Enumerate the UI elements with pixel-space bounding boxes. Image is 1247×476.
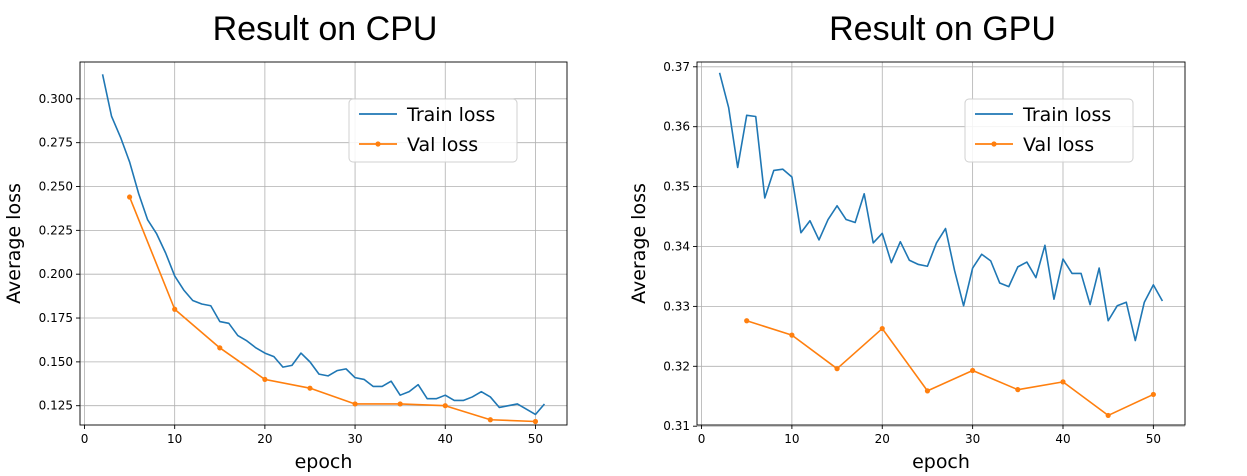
- gpu-data-point-val-loss: [970, 367, 976, 374]
- cpu-x-tick-label: 10: [167, 432, 182, 446]
- gpu-y-tick-label: 0.32: [663, 359, 690, 373]
- gpu-y-tick-label: 0.34: [663, 239, 690, 253]
- gpu-data-point-val-loss: [789, 332, 795, 338]
- cpu-data-point-val-loss: [307, 385, 313, 391]
- gpu-y-axis-label: Average loss: [628, 183, 650, 304]
- gpu-x-axis-label: epoch: [912, 451, 970, 473]
- cpu-y-tick-label: 0.275: [39, 136, 73, 150]
- cpu-data-point-val-loss: [217, 345, 223, 351]
- gpu-x-tick-label: 40: [1055, 432, 1070, 446]
- cpu-data-point-val-loss: [442, 403, 448, 409]
- gpu-data-point-val-loss: [1060, 379, 1066, 385]
- cpu-x-tick-label: 40: [438, 432, 453, 446]
- cpu-data-point-val-loss: [127, 194, 133, 200]
- chart-title-cpu: Result on CPU: [212, 10, 438, 48]
- gpu-legend-label-val-loss: Val loss: [1023, 134, 1094, 156]
- chart-title-gpu: Result on GPU: [829, 10, 1056, 48]
- cpu-y-tick-label: 0.125: [39, 399, 73, 413]
- cpu-x-tick-label: 0: [81, 432, 89, 446]
- cpu-series-line-train-loss: [101, 74, 546, 416]
- cpu-x-tick-label: 50: [528, 432, 543, 446]
- gpu-y-tick-label: 0.33: [663, 299, 690, 313]
- gpu-data-point-val-loss: [1015, 387, 1021, 393]
- cpu-legend-label-val-loss: Val loss: [407, 134, 478, 156]
- cpu-y-tick-label: 0.225: [39, 223, 73, 237]
- gpu-x-tick-label: 0: [698, 432, 706, 446]
- cpu-y-tick-label: 0.150: [39, 355, 73, 369]
- cpu-legend-marker-val-loss: [375, 141, 381, 147]
- cpu-x-axis-label: epoch: [295, 451, 353, 473]
- cpu-y-tick-label: 0.200: [39, 267, 73, 281]
- cpu-y-axis-label: Average loss: [3, 183, 25, 304]
- gpu-y-tick-label: 0.37: [663, 60, 690, 74]
- gpu-plot-frame: [696, 61, 1186, 426]
- gpu-data-point-val-loss: [1150, 391, 1156, 398]
- gpu-series-line-train-loss: [718, 72, 1164, 342]
- cpu-data-point-val-loss: [262, 376, 268, 383]
- cpu-data-point-val-loss: [532, 418, 539, 425]
- gpu-x-tick-label: 20: [875, 432, 890, 446]
- gpu-data-point-val-loss: [834, 366, 840, 372]
- gpu-x-tick-label: 10: [784, 432, 799, 446]
- gpu-y-tick-label: 0.35: [663, 180, 690, 194]
- gpu-legend-marker-val-loss: [991, 141, 997, 147]
- cpu-legend-label-train-loss: Train loss: [406, 104, 495, 126]
- cpu-data-point-val-loss: [352, 401, 358, 407]
- cpu-x-tick-label: 20: [257, 432, 272, 446]
- gpu-y-tick-label: 0.36: [663, 120, 690, 134]
- cpu-y-tick-label: 0.175: [39, 311, 73, 325]
- cpu-x-tick-label: 30: [347, 432, 362, 446]
- gpu-y-tick-label: 0.31: [663, 419, 690, 433]
- gpu-series-line-val-loss: [746, 320, 1154, 417]
- cpu-series-line-val-loss: [128, 196, 536, 423]
- gpu-data-point-val-loss: [924, 388, 931, 394]
- cpu-data-point-val-loss: [487, 417, 493, 423]
- cpu-data-point-val-loss: [397, 401, 403, 407]
- gpu-x-tick-label: 50: [1146, 432, 1161, 446]
- cpu-y-tick-label: 0.300: [39, 92, 73, 106]
- gpu-data-point-val-loss: [879, 325, 885, 332]
- gpu-data-point-val-loss: [744, 318, 750, 324]
- cpu-plot-frame: [79, 61, 568, 426]
- cpu-data-point-val-loss: [172, 306, 178, 312]
- gpu-data-point-val-loss: [1105, 412, 1111, 419]
- cpu-y-tick-label: 0.250: [39, 180, 73, 194]
- gpu-legend-label-train-loss: Train loss: [1022, 104, 1111, 126]
- gpu-x-tick-label: 30: [965, 432, 980, 446]
